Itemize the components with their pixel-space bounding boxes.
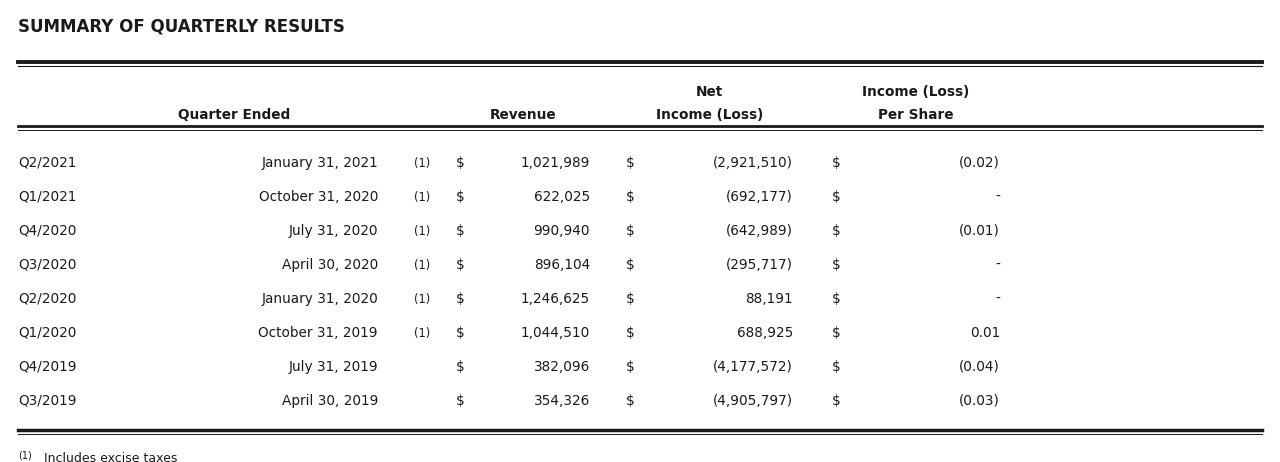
Text: $: $ <box>832 190 841 204</box>
Text: (0.03): (0.03) <box>959 394 1000 408</box>
Text: $: $ <box>626 394 635 408</box>
Text: (2,921,510): (2,921,510) <box>713 156 794 170</box>
Text: Revenue: Revenue <box>490 108 557 122</box>
Text: $: $ <box>626 292 635 306</box>
Text: 88,191: 88,191 <box>745 292 794 306</box>
Text: Q2/2021: Q2/2021 <box>18 156 77 170</box>
Text: $: $ <box>626 224 635 238</box>
Text: -: - <box>995 190 1000 204</box>
Text: July 31, 2020: July 31, 2020 <box>288 224 378 238</box>
Text: 382,096: 382,096 <box>534 360 590 374</box>
Text: $: $ <box>626 156 635 170</box>
Text: (1): (1) <box>413 225 430 237</box>
Text: (1): (1) <box>413 292 430 305</box>
Text: Per Share: Per Share <box>878 108 954 122</box>
Text: October 31, 2020: October 31, 2020 <box>259 190 378 204</box>
Text: (1): (1) <box>413 190 430 203</box>
Text: Net: Net <box>696 85 723 99</box>
Text: (4,905,797): (4,905,797) <box>713 394 794 408</box>
Text: $: $ <box>832 156 841 170</box>
Text: Income (Loss): Income (Loss) <box>863 85 970 99</box>
Text: $: $ <box>456 394 465 408</box>
Text: $: $ <box>832 224 841 238</box>
Text: 622,025: 622,025 <box>534 190 590 204</box>
Text: Quarter Ended: Quarter Ended <box>178 108 291 122</box>
Text: April 30, 2019: April 30, 2019 <box>282 394 378 408</box>
Text: (0.01): (0.01) <box>959 224 1000 238</box>
Text: Q4/2019: Q4/2019 <box>18 360 77 374</box>
Text: $: $ <box>456 360 465 374</box>
Text: Q2/2020: Q2/2020 <box>18 292 77 306</box>
Text: (1): (1) <box>413 259 430 272</box>
Text: Q4/2020: Q4/2020 <box>18 224 77 238</box>
Text: 0.01: 0.01 <box>970 326 1000 340</box>
Text: $: $ <box>832 258 841 272</box>
Text: $: $ <box>456 224 465 238</box>
Text: Q3/2020: Q3/2020 <box>18 258 77 272</box>
Text: 1,021,989: 1,021,989 <box>521 156 590 170</box>
Text: (0.04): (0.04) <box>959 360 1000 374</box>
Text: 896,104: 896,104 <box>534 258 590 272</box>
Text: 1,044,510: 1,044,510 <box>521 326 590 340</box>
Text: $: $ <box>456 190 465 204</box>
Text: $: $ <box>456 258 465 272</box>
Text: Income (Loss): Income (Loss) <box>655 108 763 122</box>
Text: $: $ <box>456 292 465 306</box>
Text: $: $ <box>832 326 841 340</box>
Text: $: $ <box>456 156 465 170</box>
Text: July 31, 2019: July 31, 2019 <box>288 360 378 374</box>
Text: 688,925: 688,925 <box>736 326 794 340</box>
Text: April 30, 2020: April 30, 2020 <box>282 258 378 272</box>
Text: Q3/2019: Q3/2019 <box>18 394 77 408</box>
Text: (4,177,572): (4,177,572) <box>713 360 794 374</box>
Text: (642,989): (642,989) <box>726 224 794 238</box>
Text: October 31, 2019: October 31, 2019 <box>259 326 378 340</box>
Text: $: $ <box>626 190 635 204</box>
Text: 990,940: 990,940 <box>534 224 590 238</box>
Text: $: $ <box>832 394 841 408</box>
Text: 1,246,625: 1,246,625 <box>521 292 590 306</box>
Text: Q1/2021: Q1/2021 <box>18 190 77 204</box>
Text: $: $ <box>626 258 635 272</box>
Text: $: $ <box>456 326 465 340</box>
Text: (1): (1) <box>18 450 32 460</box>
Text: (295,717): (295,717) <box>726 258 794 272</box>
Text: (0.02): (0.02) <box>959 156 1000 170</box>
Text: (1): (1) <box>413 157 430 170</box>
Text: $: $ <box>832 360 841 374</box>
Text: $: $ <box>832 292 841 306</box>
Text: (1): (1) <box>413 327 430 340</box>
Text: 354,326: 354,326 <box>534 394 590 408</box>
Text: Includes excise taxes: Includes excise taxes <box>36 452 178 462</box>
Text: Q1/2020: Q1/2020 <box>18 326 77 340</box>
Text: SUMMARY OF QUARTERLY RESULTS: SUMMARY OF QUARTERLY RESULTS <box>18 18 344 36</box>
Text: $: $ <box>626 326 635 340</box>
Text: -: - <box>995 258 1000 272</box>
Text: (692,177): (692,177) <box>726 190 794 204</box>
Text: January 31, 2021: January 31, 2021 <box>261 156 378 170</box>
Text: January 31, 2020: January 31, 2020 <box>261 292 378 306</box>
Text: -: - <box>995 292 1000 306</box>
Text: $: $ <box>626 360 635 374</box>
